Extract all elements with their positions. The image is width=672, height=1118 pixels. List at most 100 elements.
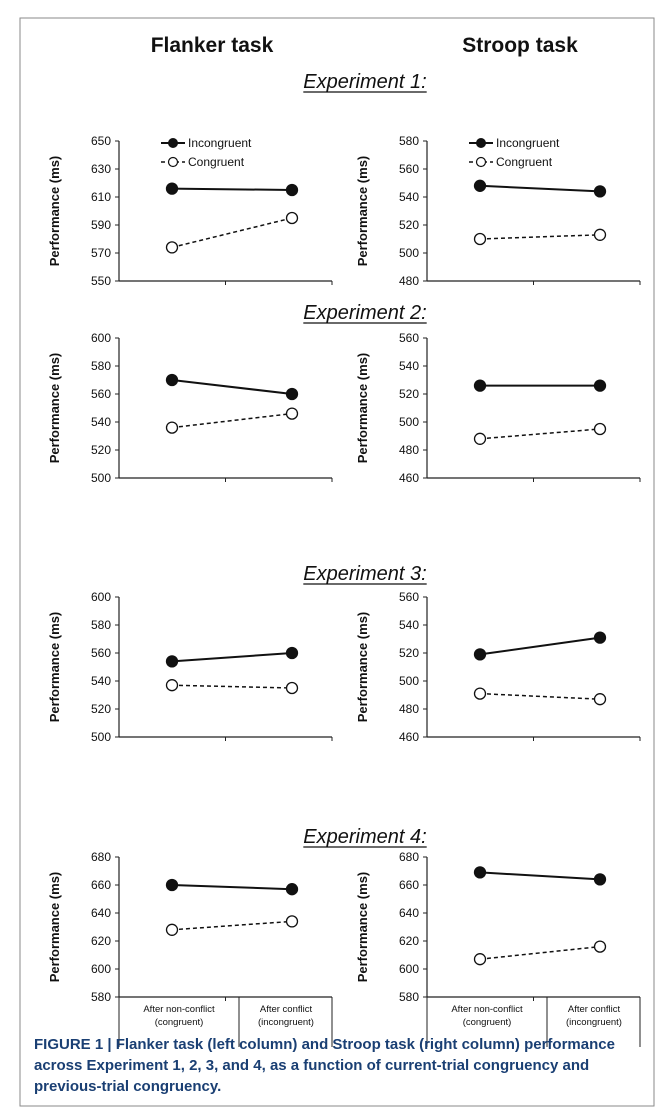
y-tick-label: 580: [91, 990, 111, 1004]
experiment-header: Experiment 4:: [303, 826, 426, 848]
series-line-incongruent: [479, 184, 601, 193]
series-line-incongruent: [171, 187, 293, 191]
series-line-incongruent: [171, 379, 293, 395]
y-tick-label: 580: [399, 134, 419, 148]
data-point-incongruent: [473, 648, 487, 661]
y-tick-label: 520: [399, 218, 419, 232]
y-tick-label: 560: [399, 162, 419, 176]
y-tick-label: 460: [399, 730, 419, 744]
y-axis-label: Performance (ms): [355, 612, 370, 723]
y-axis-label: Performance (ms): [47, 353, 62, 464]
y-tick-label: 540: [399, 618, 419, 632]
data-point-congruent: [285, 915, 299, 928]
data-point-incongruent: [285, 883, 299, 896]
x-tick-label: (congruent): [463, 1017, 512, 1028]
y-tick-label: 460: [399, 471, 419, 485]
data-point-incongruent: [593, 185, 607, 198]
data-point-congruent: [165, 923, 179, 936]
y-tick-label: 500: [399, 415, 419, 429]
y-tick-label: 560: [399, 590, 419, 604]
x-tick-label: After conflict: [260, 1004, 313, 1015]
data-point-incongruent: [473, 379, 487, 392]
legend-label-congruent: Congruent: [188, 155, 245, 169]
data-point-congruent: [473, 687, 487, 700]
series-line-incongruent: [171, 652, 293, 663]
legend-marker-congruent: [167, 156, 179, 168]
data-point-congruent: [473, 432, 487, 445]
series-line-incongruent: [171, 884, 293, 891]
data-point-incongruent: [285, 183, 299, 197]
column-title-stroop: Stroop task: [462, 34, 578, 57]
y-tick-label: 610: [91, 190, 111, 204]
y-tick-label: 680: [91, 850, 111, 864]
experiment-header: Experiment 1:: [303, 71, 426, 93]
series-line-congruent: [479, 234, 601, 240]
x-tick-label: After non-conflict: [143, 1004, 215, 1015]
figure-border: [19, 17, 655, 1107]
data-point-congruent: [473, 232, 487, 246]
y-tick-label: 540: [399, 359, 419, 373]
y-tick-label: 680: [399, 850, 419, 864]
y-tick-label: 500: [399, 246, 419, 260]
y-tick-label: 620: [399, 934, 419, 948]
data-point-congruent: [593, 940, 607, 953]
data-point-incongruent: [165, 655, 179, 668]
y-tick-label: 540: [91, 674, 111, 688]
data-point-incongruent: [473, 866, 487, 879]
y-axis-label: Performance (ms): [355, 353, 370, 464]
series-line-congruent: [171, 217, 293, 249]
x-tick-label: (congruent): [155, 1017, 204, 1028]
y-tick-label: 600: [399, 962, 419, 976]
series-line-congruent: [171, 684, 293, 689]
series-line-congruent: [479, 692, 601, 700]
legend-label-incongruent: Incongruent: [188, 136, 252, 150]
y-axis-label: Performance (ms): [355, 156, 370, 267]
data-point-incongruent: [285, 646, 299, 660]
series-line-congruent: [479, 428, 601, 440]
y-tick-label: 620: [91, 934, 111, 948]
y-tick-label: 500: [399, 674, 419, 688]
data-point-congruent: [165, 421, 179, 434]
y-tick-label: 480: [399, 443, 419, 457]
y-tick-label: 520: [399, 646, 419, 660]
x-tick-label: (incongruent): [258, 1017, 314, 1028]
y-tick-label: 500: [91, 730, 111, 744]
y-tick-label: 570: [91, 246, 111, 260]
y-tick-label: 630: [91, 162, 111, 176]
experiment-header: Experiment 3:: [303, 563, 426, 585]
data-point-congruent: [285, 407, 299, 420]
x-tick-label: After conflict: [568, 1004, 621, 1015]
y-tick-label: 600: [91, 590, 111, 604]
figure-caption: FIGURE 1 | Flanker task (left column) an…: [34, 1036, 615, 1095]
legend-marker-incongruent: [168, 138, 178, 148]
data-point-congruent: [165, 241, 179, 254]
series-line-congruent: [171, 920, 293, 931]
series-line-congruent: [171, 412, 293, 429]
x-tick-label: After non-conflict: [451, 1004, 523, 1015]
y-axis-label: Performance (ms): [47, 872, 62, 983]
series-line-congruent: [479, 945, 601, 960]
y-tick-label: 540: [399, 190, 419, 204]
legend-label-congruent: Congruent: [496, 155, 553, 169]
data-point-incongruent: [473, 179, 487, 192]
data-point-congruent: [593, 228, 607, 241]
data-point-incongruent: [165, 373, 179, 387]
y-tick-label: 520: [91, 702, 111, 716]
y-tick-label: 500: [91, 471, 111, 485]
data-point-congruent: [285, 681, 299, 695]
y-tick-label: 550: [91, 274, 111, 288]
y-tick-label: 600: [91, 331, 111, 345]
experiment-header: Experiment 2:: [303, 302, 426, 324]
y-tick-label: 580: [91, 618, 111, 632]
data-point-congruent: [285, 211, 299, 225]
data-point-congruent: [165, 679, 179, 692]
y-tick-label: 580: [91, 359, 111, 373]
data-point-incongruent: [165, 182, 179, 195]
legend-label-incongruent: Incongruent: [496, 136, 560, 150]
y-axis-label: Performance (ms): [47, 156, 62, 267]
y-axis-label: Performance (ms): [355, 872, 370, 983]
series-line-incongruent: [479, 636, 601, 656]
y-tick-label: 640: [91, 906, 111, 920]
data-point-incongruent: [593, 873, 607, 886]
